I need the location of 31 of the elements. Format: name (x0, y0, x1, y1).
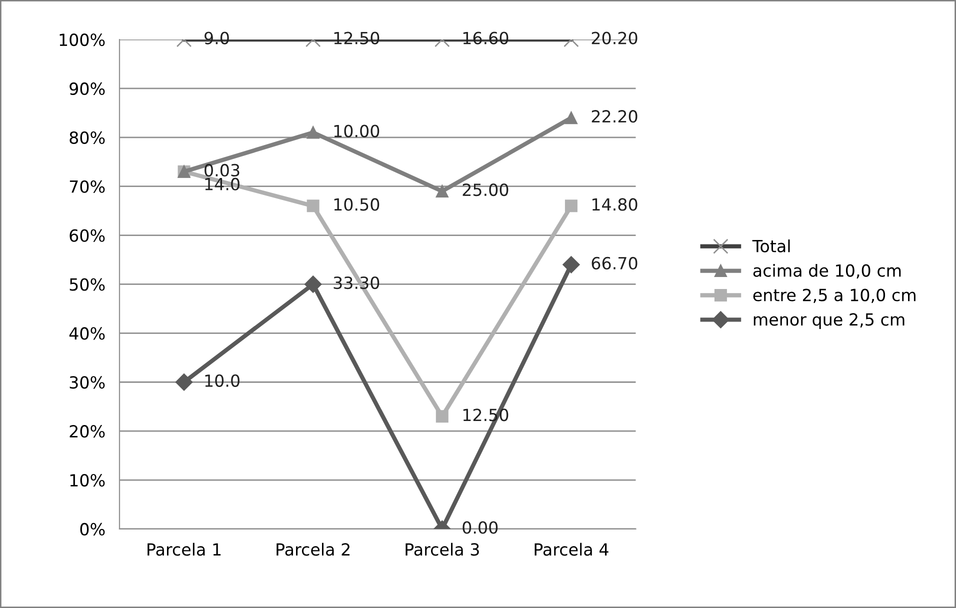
y-tick-label: 40% (69, 327, 105, 340)
y-tick-label: 20% (70, 425, 105, 438)
x-tick-label: Parcela 3 (406, 542, 479, 556)
annotation: 22.20 (592, 110, 638, 123)
y-tick-label: 0% (80, 522, 105, 536)
annotation: 14.0 (205, 178, 240, 190)
y-tick-label: 80% (70, 131, 105, 144)
annotation: 10.50 (334, 198, 380, 211)
annotation: 0.03 (204, 164, 240, 177)
annotation: 0.00 (462, 521, 498, 534)
y-tick-label: 60% (70, 229, 105, 242)
annotation: 33.30 (334, 276, 380, 290)
y-tick-label: 100% (60, 33, 105, 46)
legend-label: entre 2,5 a 10,0 cm (753, 288, 916, 304)
x-tick-label: Parcela 2 (276, 542, 350, 556)
y-tick-label: 50% (70, 278, 105, 291)
y-tick-label: 90% (70, 82, 105, 96)
x-tick-label: Parcela 1 (148, 542, 221, 556)
annotation: 10.00 (334, 124, 380, 138)
y-tick-label: 30% (70, 376, 105, 389)
y-tick-label: 10% (70, 474, 105, 487)
legend-label: acima de 10,0 cm (753, 264, 901, 279)
annotation: 20.20 (592, 32, 638, 44)
annotation: 10.0 (205, 374, 240, 387)
annotation: 66.70 (592, 256, 638, 270)
x-tick-label: Parcela 4 (534, 542, 608, 556)
annotation: 14.80 (592, 198, 638, 211)
y-tick-label: 70% (70, 180, 105, 193)
legend-label: Total (752, 239, 790, 252)
legend-label: menor que 2,5 cm (754, 313, 904, 329)
annotation: 25.00 (462, 183, 508, 196)
